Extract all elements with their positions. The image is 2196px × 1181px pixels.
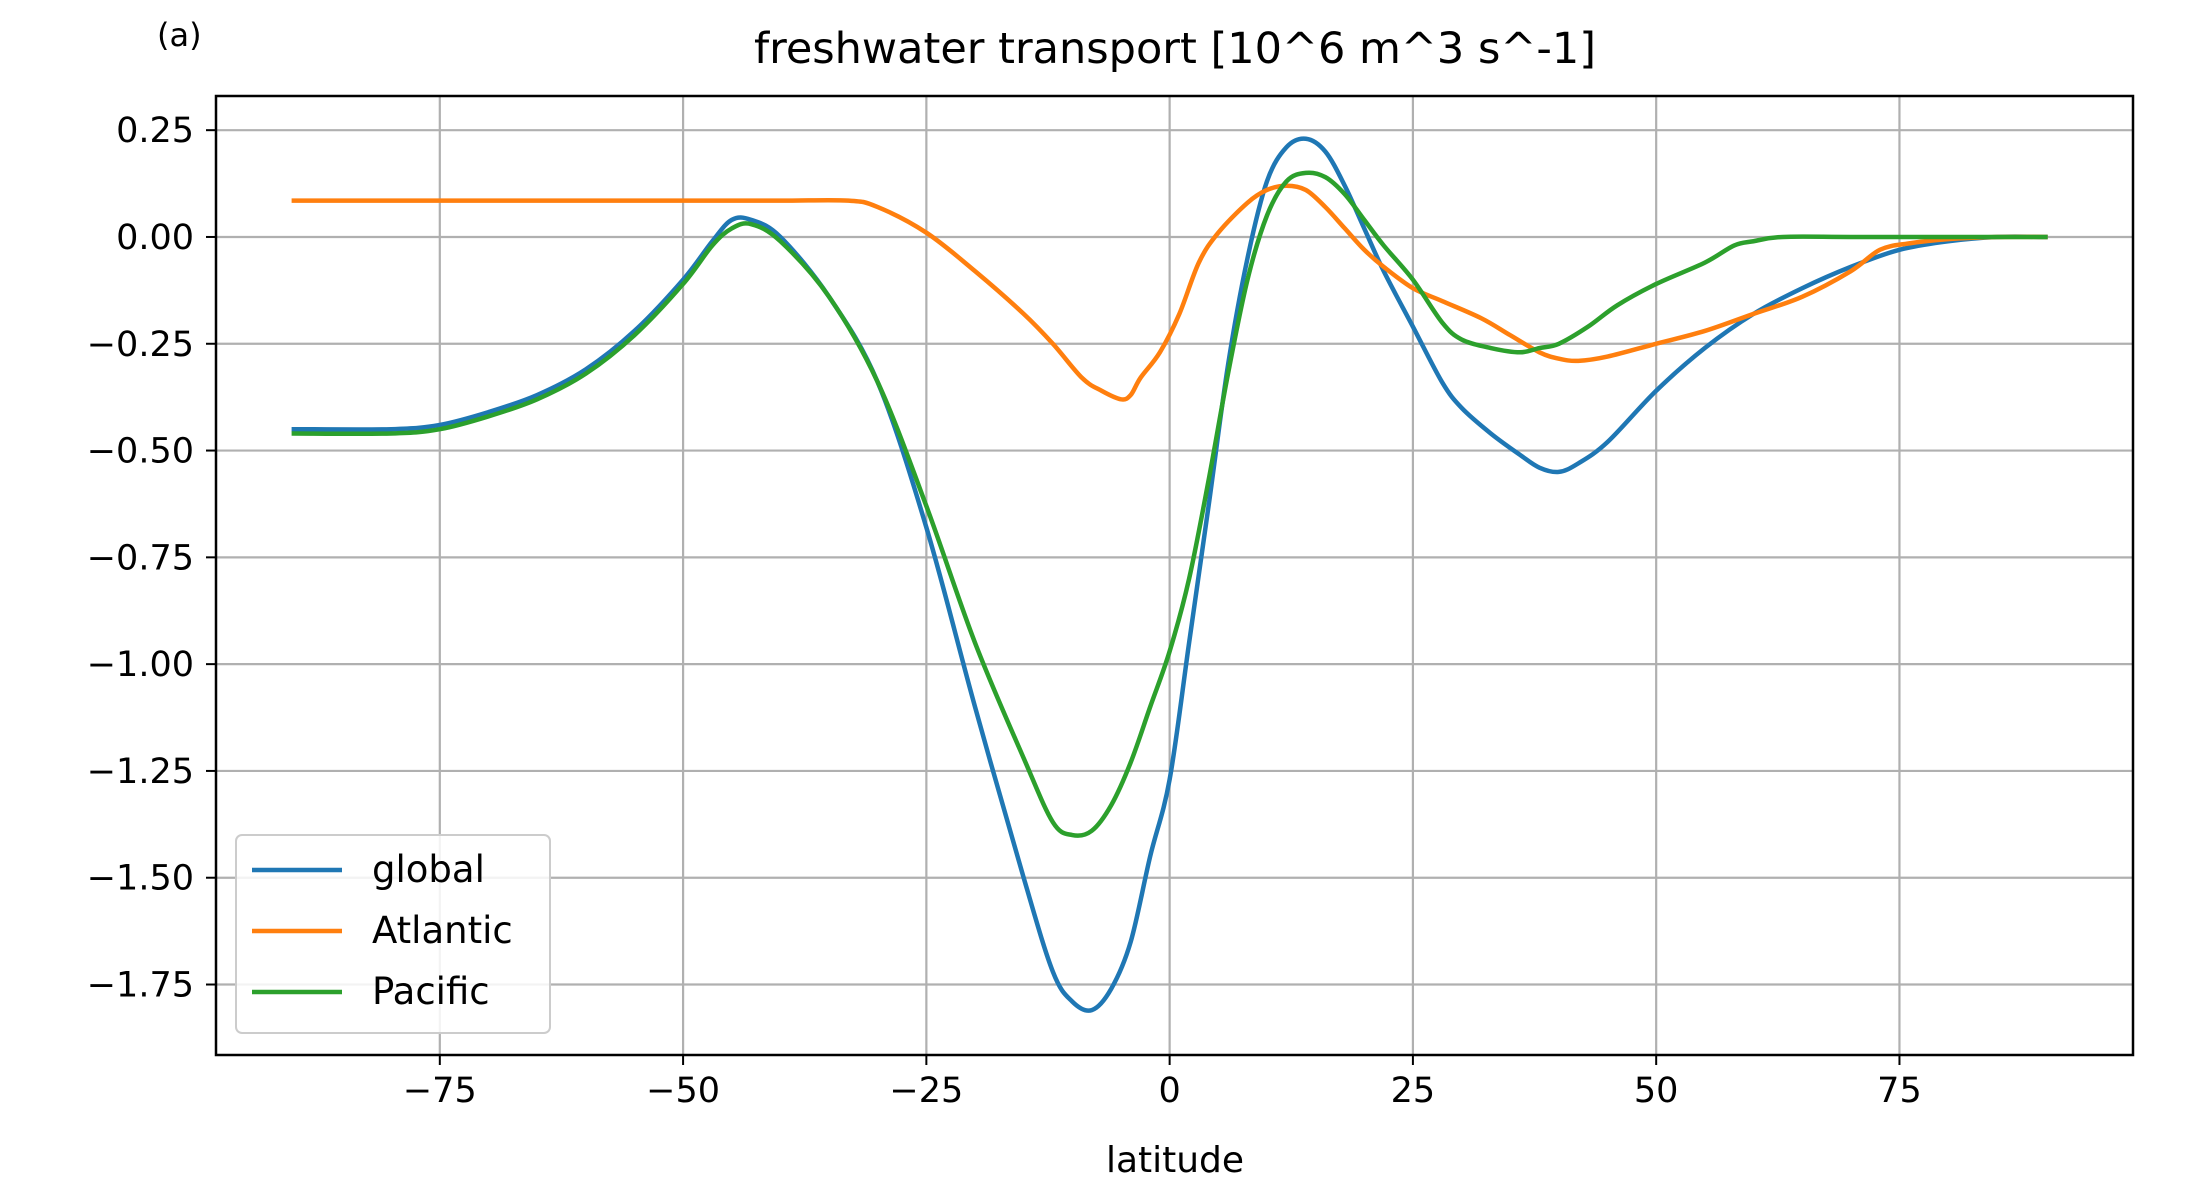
legend-label-global: global [372, 848, 485, 891]
x-tick-label: 25 [1391, 1071, 1436, 1111]
y-tick-label: −1.25 [87, 752, 194, 792]
chart-title: freshwater transport [10^6 m^3 s^-1] [754, 24, 1596, 74]
legend-label-pacific: Pacific [372, 970, 490, 1013]
panel-label: (a) [157, 16, 202, 54]
y-tick-label: −0.25 [87, 325, 194, 365]
y-tick-label: −0.75 [87, 538, 194, 578]
y-tick-label: 0.00 [116, 218, 194, 258]
legend: global Atlantic Pacific [235, 834, 551, 1034]
plot-lines [291, 136, 2048, 1013]
y-tick-label: −1.00 [87, 645, 194, 685]
x-tick-label: −50 [646, 1071, 720, 1111]
y-tick-label: −0.50 [87, 432, 194, 472]
y-tick-label: −1.75 [87, 966, 194, 1006]
x-tick-label: 50 [1634, 1071, 1679, 1111]
x-tick-label: 75 [1877, 1071, 1922, 1111]
plot-area-frame [214, 94, 2135, 1057]
x-tick-label: 0 [1158, 1071, 1180, 1111]
grid [216, 96, 2133, 1055]
series-line-atlantic [291, 183, 2048, 402]
axis-ticks: −75 −50 −25 0 25 50 75 0.25 0.00 −0.25 −0.50 −0.75 −… [87, 111, 1922, 1111]
y-tick-label: 0.25 [116, 111, 194, 151]
x-tick-label: −25 [889, 1071, 963, 1111]
series-line-global [291, 136, 2048, 1013]
legend-label-atlantic: Atlantic [372, 909, 513, 952]
x-tick-label: −75 [403, 1071, 477, 1111]
legend-box [235, 834, 551, 1034]
x-axis-label: latitude [1106, 1140, 1244, 1181]
series-line-pacific [291, 170, 2048, 838]
y-tick-label: −1.50 [87, 859, 194, 899]
